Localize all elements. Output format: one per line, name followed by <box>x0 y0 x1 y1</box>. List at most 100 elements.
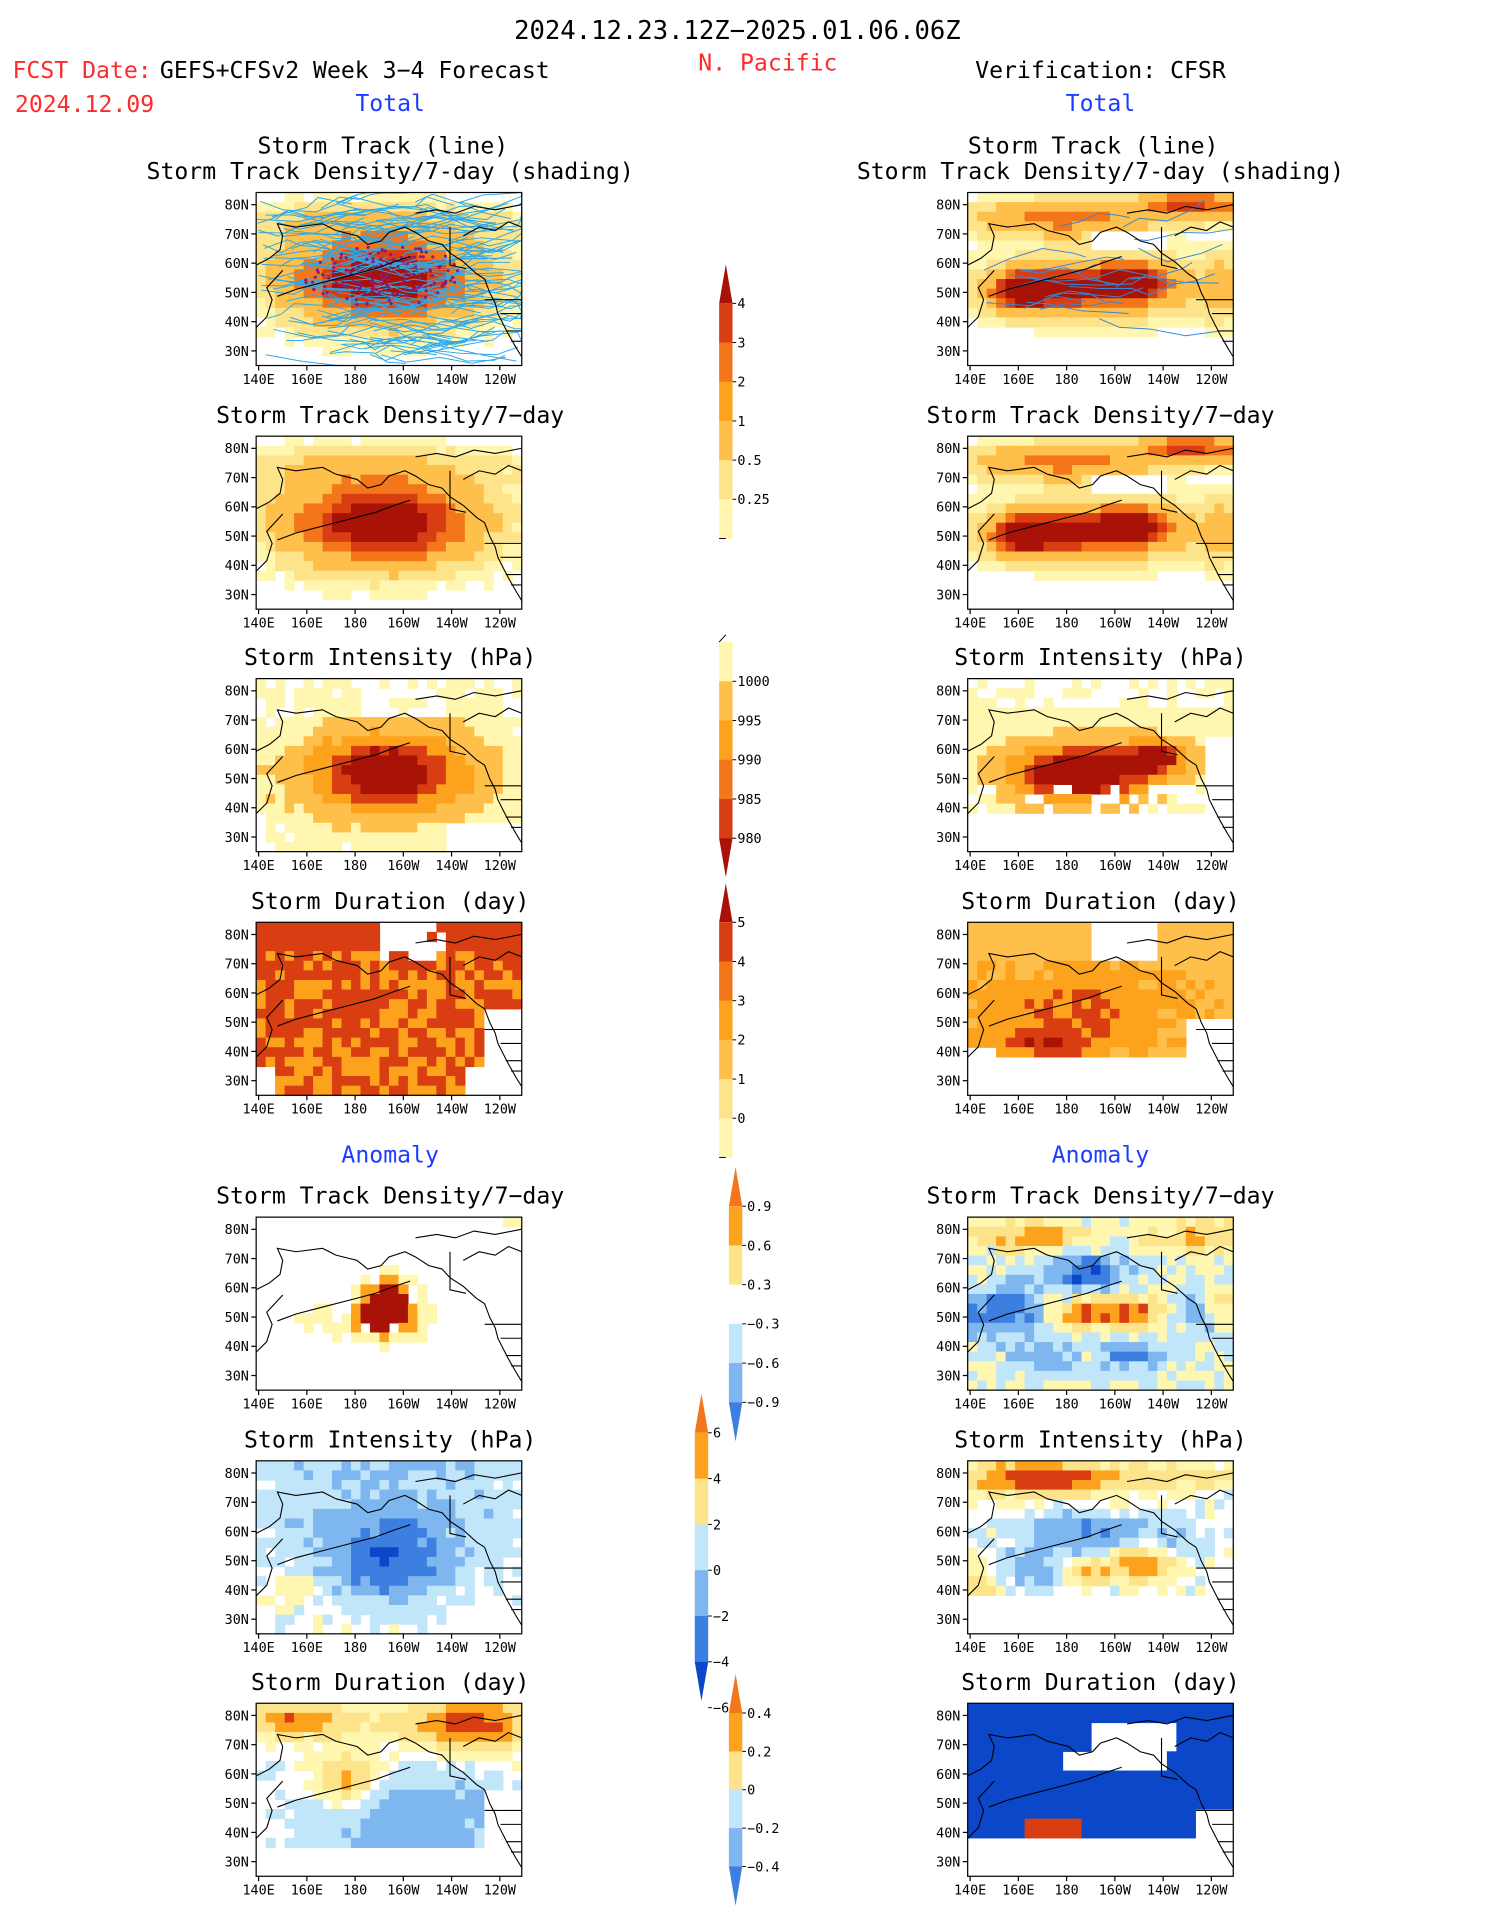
shaded-cell <box>398 989 409 1000</box>
storm-track <box>442 318 522 330</box>
lon-tick-label: 160W <box>387 373 420 388</box>
shaded-cell <box>1223 1274 1234 1286</box>
shaded-cell <box>303 813 314 824</box>
shaded-cell <box>1119 493 1130 505</box>
shaded-cell <box>1109 1322 1121 1334</box>
shaded-cell <box>1223 726 1234 737</box>
shaded-cell <box>1176 1018 1187 1029</box>
shaded-cell <box>313 513 324 524</box>
storm-track <box>422 348 506 362</box>
shaded-cell <box>1138 1037 1149 1048</box>
shaded-cell <box>303 931 314 943</box>
shaded-cell <box>369 317 381 328</box>
shaded-cell <box>294 1037 305 1048</box>
shaded-cell <box>967 1265 978 1276</box>
shaded-cell <box>986 192 997 203</box>
shaded-cell <box>313 697 324 709</box>
shaded-cell <box>1119 1028 1130 1039</box>
shaded-cell <box>1109 1332 1121 1343</box>
shaded-cell <box>483 717 494 728</box>
shaded-cell <box>407 1528 419 1539</box>
shaded-cell <box>1034 561 1045 572</box>
shaded-cell <box>294 813 305 824</box>
shaded-cell <box>1015 1489 1026 1500</box>
shaded-cell <box>445 784 456 795</box>
shaded-cell <box>1081 941 1092 952</box>
storm-point <box>376 251 380 255</box>
shaded-cell <box>1109 192 1121 203</box>
shaded-cell <box>351 1585 362 1596</box>
shaded-cell <box>294 1047 305 1058</box>
shaded-cell <box>1072 999 1083 1010</box>
shaded-cell <box>322 269 333 280</box>
shaded-cell <box>417 765 428 776</box>
shaded-cell <box>1043 1274 1054 1286</box>
shaded-cell <box>407 1518 419 1529</box>
shaded-cell <box>493 1499 504 1510</box>
shaded-cell <box>1100 1245 1111 1257</box>
shaded-cell <box>1015 1547 1026 1558</box>
shaded-cell <box>1015 774 1026 785</box>
shaded-cell <box>313 1460 324 1472</box>
shaded-cell <box>1090 493 1102 505</box>
shaded-cell <box>1081 1226 1092 1237</box>
shaded-cell <box>332 1066 343 1077</box>
shaded-cell <box>275 1614 286 1625</box>
shaded-cell <box>502 941 513 952</box>
shaded-cell <box>455 1056 466 1068</box>
shaded-cell <box>512 922 523 933</box>
shaded-cell <box>351 822 362 834</box>
shaded-cell <box>256 445 267 457</box>
shaded-cell <box>265 327 276 338</box>
shaded-cell <box>1119 979 1130 991</box>
shaded-cell <box>1223 1460 1234 1472</box>
shaded-cell <box>1081 455 1092 466</box>
shaded-cell <box>1062 1518 1073 1529</box>
shaded-cell <box>967 989 978 1000</box>
shaded-cell <box>455 979 466 991</box>
shaded-cell <box>284 1604 295 1616</box>
shaded-cell <box>483 532 494 543</box>
shaded-cell <box>417 1566 428 1577</box>
shaded-cell <box>275 288 286 299</box>
shaded-cell <box>1204 1351 1215 1362</box>
shaded-cell <box>369 745 381 757</box>
shaded-cell <box>1176 250 1187 261</box>
fcst-label: FCST Date: <box>12 58 151 84</box>
shaded-cell <box>294 1566 305 1577</box>
shaded-cell <box>388 784 400 795</box>
shaded-cell <box>388 522 400 533</box>
shaded-cell <box>967 745 978 757</box>
shaded-cell <box>493 221 504 232</box>
shaded-cell <box>1223 1332 1234 1343</box>
shaded-cell <box>426 1576 437 1587</box>
shaded-cell <box>388 551 400 562</box>
shaded-cell <box>294 822 305 834</box>
shaded-cell <box>313 1018 324 1029</box>
shaded-cell <box>417 465 428 476</box>
shaded-cell <box>369 445 381 457</box>
storm-point <box>318 260 322 265</box>
shaded-cell <box>426 989 437 1000</box>
shaded-cell <box>294 445 305 457</box>
storm-track <box>1045 287 1144 298</box>
shaded-cell <box>1062 221 1073 232</box>
shaded-cell <box>265 250 276 261</box>
shaded-cell <box>1109 1380 1121 1391</box>
shaded-cell <box>986 951 997 962</box>
shaded-cell <box>379 1508 390 1520</box>
shaded-cell <box>313 455 324 466</box>
shaded-cell <box>1005 755 1016 766</box>
shaded-cell <box>398 589 409 601</box>
shaded-cell <box>1166 1236 1177 1247</box>
shaded-cell <box>313 941 324 952</box>
shaded-cell <box>369 1499 381 1510</box>
shaded-cell <box>332 192 343 203</box>
lon-tick-label: 180 <box>343 859 367 874</box>
shaded-cell <box>1034 774 1045 785</box>
shaded-cell <box>360 307 371 319</box>
shaded-cell <box>360 960 371 971</box>
shaded-cell <box>1214 717 1225 728</box>
shaded-cell <box>360 1056 371 1068</box>
